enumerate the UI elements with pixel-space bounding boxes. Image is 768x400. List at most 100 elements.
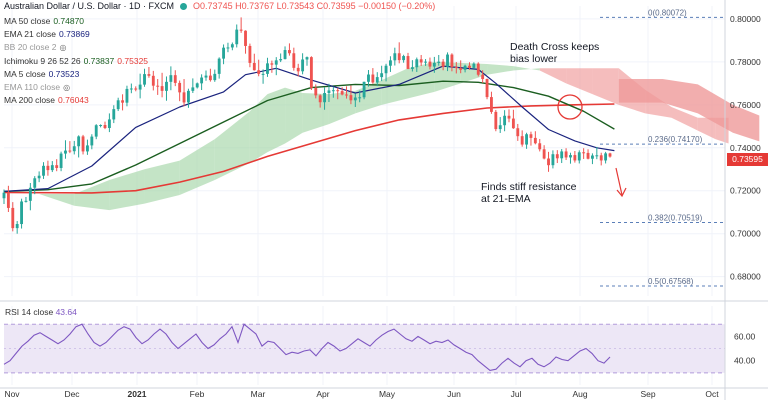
candle-body bbox=[367, 74, 370, 82]
candle-body bbox=[410, 67, 414, 69]
time-tick: Oct bbox=[705, 389, 719, 399]
candle-body bbox=[547, 158, 550, 166]
legend-item[interactable]: Ichimoku 9 26 52 26 0.73837 0.75325 bbox=[4, 56, 148, 66]
candle-body bbox=[191, 87, 195, 91]
candle-body bbox=[520, 136, 524, 145]
legend-item[interactable]: MA 5 close 0.73523 bbox=[4, 69, 79, 79]
cloud-segment bbox=[285, 87, 303, 144]
candle-body bbox=[389, 60, 392, 66]
candle-body bbox=[182, 92, 186, 103]
candle-body bbox=[103, 125, 107, 129]
legend-item[interactable]: MA 50 close 0.74870 bbox=[4, 16, 84, 26]
candle-body bbox=[393, 53, 397, 61]
price-tick: 0.72000 bbox=[730, 186, 761, 196]
cloud-segment bbox=[328, 90, 356, 125]
candle-body bbox=[582, 152, 586, 154]
candle-body bbox=[608, 153, 612, 157]
candle-body bbox=[283, 50, 287, 60]
candle-body bbox=[314, 87, 318, 96]
candle-body bbox=[112, 109, 116, 120]
time-tick: May bbox=[379, 389, 396, 399]
candle-body bbox=[485, 79, 489, 98]
candlesticks bbox=[2, 17, 612, 234]
cloud-segment bbox=[355, 80, 382, 114]
price-tick: 0.76000 bbox=[730, 100, 761, 110]
legend-item[interactable]: EMA 110 close ◎ bbox=[4, 82, 70, 92]
candle-body bbox=[125, 88, 129, 103]
candle-body bbox=[560, 151, 564, 159]
candle-body bbox=[490, 97, 493, 112]
candle-body bbox=[33, 178, 37, 188]
candle-body bbox=[173, 75, 177, 83]
candle-body bbox=[305, 57, 309, 60]
candle-body bbox=[165, 81, 168, 91]
candle-body bbox=[375, 77, 379, 83]
candle-body bbox=[90, 136, 94, 146]
current-price-tag: 0.73595 bbox=[727, 153, 768, 166]
time-tick: Apr bbox=[316, 389, 329, 399]
legend-item[interactable]: EMA 21 close 0.73869 bbox=[4, 29, 90, 39]
candle-body bbox=[213, 73, 217, 81]
ma200-line bbox=[3, 103, 615, 194]
candle-body bbox=[419, 59, 423, 63]
time-tick: Jun bbox=[447, 389, 461, 399]
cloud-segment bbox=[109, 169, 145, 211]
candle-body bbox=[331, 90, 335, 92]
cloud-segment bbox=[267, 87, 286, 153]
candle-body bbox=[349, 95, 353, 101]
candle-body bbox=[72, 146, 76, 152]
candle-body bbox=[226, 47, 230, 49]
candle-body bbox=[86, 145, 89, 152]
bearish-arrow bbox=[615, 167, 623, 196]
candle-body bbox=[107, 119, 111, 129]
candle-body bbox=[595, 155, 599, 157]
hidden-eye-icon[interactable]: ◎ bbox=[63, 82, 71, 92]
time-tick: Dec bbox=[64, 389, 80, 399]
cloud-segment bbox=[671, 106, 698, 131]
legend-value: 0.75325 bbox=[117, 55, 149, 66]
candle-body bbox=[217, 58, 221, 74]
time-tick: Feb bbox=[190, 389, 205, 399]
candle-body bbox=[160, 86, 164, 91]
candle-body bbox=[301, 59, 305, 72]
legend-label: MA 200 close bbox=[4, 95, 56, 106]
candle-body bbox=[551, 154, 555, 166]
cloud-segment bbox=[539, 68, 567, 84]
candle-body bbox=[292, 53, 296, 68]
symbol-title: Australian Dollar / U.S. Dollar · 1D · F… bbox=[4, 1, 175, 11]
candle-body bbox=[327, 90, 331, 93]
candle-body bbox=[604, 153, 608, 161]
candle-body bbox=[503, 115, 507, 126]
candle-body bbox=[358, 97, 362, 99]
candle-body bbox=[138, 84, 142, 90]
cloud-segment bbox=[179, 139, 215, 196]
cloud-segment bbox=[302, 93, 329, 133]
cloud-segment bbox=[592, 68, 619, 105]
fib-label: 0.236(0.74170) bbox=[648, 135, 703, 144]
candle-body bbox=[450, 54, 454, 68]
rsi-panel: RSI 14 close 43.64 bbox=[3, 307, 725, 374]
legend-item[interactable]: MA 200 close 0.76043 bbox=[4, 95, 89, 105]
price-tick: 0.74000 bbox=[730, 143, 761, 153]
cloud-segment bbox=[144, 160, 180, 204]
candle-body bbox=[121, 100, 124, 103]
time-tick: Nov bbox=[4, 389, 20, 399]
candle-body bbox=[208, 75, 212, 81]
legend-item[interactable]: BB 20 close 2 ◎ bbox=[4, 42, 66, 52]
candle-body bbox=[235, 29, 239, 45]
ema21-line bbox=[3, 65, 615, 192]
candle-body bbox=[169, 75, 173, 82]
candle-body bbox=[296, 67, 300, 72]
legend-label: EMA 110 close bbox=[4, 82, 61, 92]
candle-body bbox=[270, 63, 274, 65]
candle-body bbox=[99, 125, 103, 127]
candle-body bbox=[459, 68, 463, 70]
candle-body bbox=[441, 61, 445, 67]
candle-body bbox=[239, 29, 243, 31]
candle-body bbox=[37, 175, 41, 179]
legend-label: Ichimoku 9 26 52 26 bbox=[4, 55, 81, 66]
cloud-segment bbox=[513, 66, 540, 71]
hidden-eye-icon[interactable]: ◎ bbox=[59, 42, 67, 52]
